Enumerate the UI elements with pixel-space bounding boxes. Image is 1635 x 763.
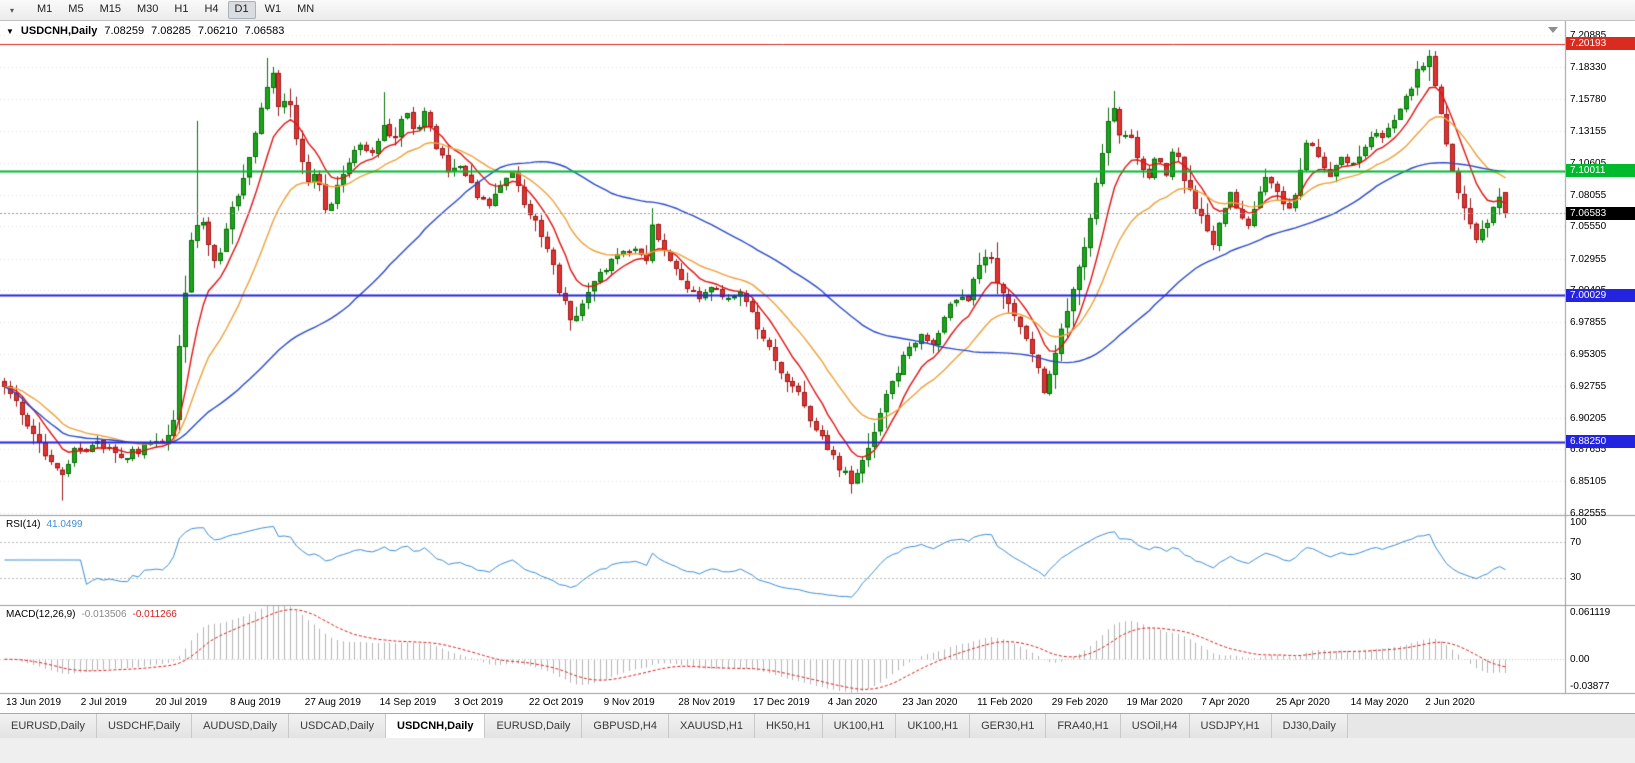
timeframe-button-d1[interactable]: D1 (227, 1, 256, 19)
date-axis-label: 14 May 2020 (1350, 697, 1409, 708)
chart-tab-usdcad-daily[interactable]: USDCAD,Daily (289, 714, 387, 738)
date-axis-label: 4 Jan 2020 (827, 697, 878, 708)
chart-tab-audusd-daily[interactable]: AUDUSD,Daily (192, 714, 290, 738)
timeframe-button-m5[interactable]: M5 (68, 3, 84, 15)
date-axis-label: 20 Jul 2019 (155, 697, 208, 708)
macd-signal-value: -0.011266 (132, 609, 177, 620)
rsi-scale-label: 100 (1570, 517, 1587, 528)
date-axis-label: 8 Aug 2019 (230, 697, 281, 708)
price-axis-tick: 6.97855 (1570, 317, 1607, 329)
quote-open: 7.08259 (104, 25, 145, 37)
rsi-name: RSI(14) (6, 519, 41, 530)
price-axis-tick: 7.02955 (1570, 253, 1607, 265)
timeframe-button-m15[interactable]: M15 (99, 3, 121, 15)
chart-tab-eurusd-daily[interactable]: EURUSD,Daily (0, 714, 97, 738)
macd-main-value: -0.013506 (81, 609, 127, 620)
chart-shift-marker-icon[interactable] (1548, 27, 1558, 33)
timeframe-button-h1[interactable]: H1 (174, 3, 189, 15)
bottom-strip (0, 738, 1635, 763)
symbol-expander-icon[interactable]: ▼ (6, 26, 14, 36)
date-axis-label: 23 Jan 2020 (902, 697, 958, 708)
price-axis-tick: 7.15780 (1570, 93, 1607, 105)
date-axis-label: 19 Mar 2020 (1126, 697, 1183, 708)
price-line-tag: 6.88250 (1566, 435, 1635, 449)
price-line-tag: 7.10011 (1566, 164, 1635, 178)
date-axis-label: 28 Nov 2019 (678, 697, 736, 708)
macd-name: MACD(12,26,9) (6, 609, 76, 620)
chart-tab-usdchf-daily[interactable]: USDCHF,Daily (96, 714, 193, 738)
rsi-scale-label: 30 (1570, 572, 1582, 584)
price-axis-tick: 7.20885 (1570, 30, 1607, 41)
quote-line: ▼ USDCNH,Daily 7.08259 7.08285 7.06210 7… (6, 25, 284, 37)
date-axis-label: 11 Feb 2020 (977, 697, 1033, 708)
date-axis-label: 3 Oct 2019 (454, 697, 504, 708)
timeframe-button-m1[interactable]: M1 (37, 3, 53, 15)
price-axis-tick: 7.05550 (1570, 221, 1607, 233)
chart-tab-fra40-h1[interactable]: FRA40,H1 (1046, 714, 1121, 738)
chart-tab-uk100-h1[interactable]: UK100,H1 (896, 714, 971, 738)
rsi-label: RSI(14) 41.0499 (6, 519, 83, 530)
chart-tab-uk100-h1[interactable]: UK100,H1 (822, 714, 897, 738)
chart-tab-xauusd-h1[interactable]: XAUUSD,H1 (668, 714, 755, 738)
quote-high: 7.08285 (151, 25, 191, 37)
date-axis-label: 22 Oct 2019 (528, 697, 584, 708)
price-axis-tick: 6.90205 (1570, 412, 1607, 424)
price-axis-tick: 7.18330 (1570, 61, 1607, 73)
price-axis-tick: 6.92755 (1570, 380, 1607, 392)
macd-label: MACD(12,26,9) -0.013506 -0.011266 (6, 609, 177, 620)
timeframe-toolbar: ▾ M1 M5 M15 M30 H1 H4 D1 W1 MN (0, 0, 1635, 21)
price-axis-tick: 6.82555 (1570, 508, 1607, 519)
chart-tab-usoil-h4[interactable]: USOil,H4 (1120, 714, 1190, 738)
date-axis-label: 14 Sep 2019 (379, 697, 437, 708)
timeframe-button-m30[interactable]: M30 (136, 3, 159, 15)
price-axis-tick: 6.87655 (1570, 444, 1607, 456)
date-axis-label: 27 Aug 2019 (304, 697, 361, 708)
date-axis-label: 2 Jun 2020 (1425, 697, 1475, 708)
symbol-title: USDCNH,Daily (20, 25, 98, 37)
chart-tab-usdjpy-h1[interactable]: USDJPY,H1 (1189, 714, 1272, 738)
timeframe-button-h4[interactable]: H4 (204, 3, 219, 15)
quote-low: 7.06210 (197, 25, 238, 37)
current-price-tag: 7.06583 (1566, 206, 1635, 220)
chart-tab-usdcnh-daily[interactable]: USDCNH,Daily (386, 714, 486, 738)
price-line-tag: 7.20193 (1566, 37, 1635, 51)
timeframe-button-mn[interactable]: MN (297, 3, 315, 15)
date-axis-label: 7 Apr 2020 (1201, 697, 1250, 708)
chart-tab-eurusd-daily[interactable]: EURUSD,Daily (485, 714, 583, 738)
price-axis-tick: 6.85105 (1570, 476, 1607, 488)
rsi-value: 41.0499 (46, 519, 83, 530)
price-axis-tick: 6.95305 (1570, 348, 1607, 360)
price-axis-tick: 7.10605 (1570, 158, 1606, 169)
date-axis-label: 9 Nov 2019 (603, 697, 655, 708)
chart-tab-hk50-h1[interactable]: HK50,H1 (754, 714, 823, 738)
chart-tab-gbpusd-h4[interactable]: GBPUSD,H4 (582, 714, 669, 738)
date-axis-label: 29 Feb 2020 (1051, 697, 1108, 708)
date-axis-label: 25 Apr 2020 (1275, 697, 1330, 708)
quote-close: 7.06583 (244, 25, 285, 37)
macd-scale-label: 0.061119 (1570, 607, 1611, 618)
chart-window: ▼ USDCNH,Daily 7.08259 7.08285 7.06210 7… (0, 21, 1635, 713)
macd-scale-label: 0.00 (1570, 653, 1590, 665)
toolbar-dropdown-icon[interactable]: ▾ (9, 5, 14, 15)
chart-tabbar: EURUSD,Daily USDCHF,Daily AUDUSD,Daily USDC… (0, 713, 1635, 738)
price-axis-tick: 7.08055 (1570, 189, 1607, 201)
chart-tab-ger30-h1[interactable]: GER30,H1 (970, 714, 1047, 738)
timeframe-button-group: M1 M5 M15 M30 H1 H4 D1 W1 MN (30, 1, 321, 19)
price-axis-tick: 7.13155 (1570, 126, 1607, 138)
date-axis-label: 2 Jul 2019 (80, 697, 127, 708)
date-axis-label: 13 Jun 2019 (6, 697, 62, 708)
chart-tab-dj30-daily[interactable]: DJ30,Daily (1271, 714, 1348, 738)
timeframe-button-w1[interactable]: W1 (264, 3, 282, 15)
price-chart-canvas[interactable] (0, 21, 1635, 713)
macd-scale-label: -0.03877 (1570, 681, 1610, 692)
price-line-tag: 7.00029 (1566, 288, 1635, 302)
date-axis-label: 17 Dec 2019 (753, 697, 810, 708)
rsi-scale-label: 70 (1570, 536, 1582, 548)
